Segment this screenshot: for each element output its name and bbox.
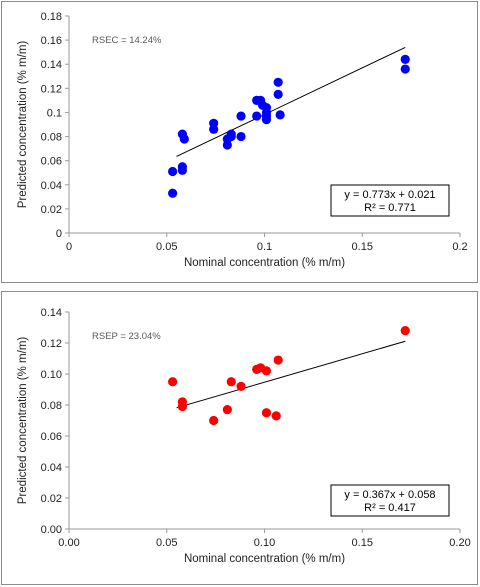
data-point [236, 131, 246, 142]
equation-box [330, 184, 450, 217]
data-point [226, 377, 236, 387]
x-tick-label: 0.00 [58, 537, 79, 549]
y-tick-label: 0.12 [41, 338, 62, 350]
data-point [179, 134, 189, 144]
y-tick-label: 0.02 [41, 493, 62, 505]
y-tick-label: 0.14 [41, 59, 62, 71]
data-point [400, 64, 410, 74]
y-tick-label: 0.00 [41, 524, 62, 536]
data-point [400, 326, 410, 336]
x-tick-label: 0.05 [156, 537, 177, 549]
x-tick-label: 0.2 [452, 241, 467, 253]
data-point [273, 77, 283, 87]
y-tick-label: 0.08 [41, 132, 62, 144]
trendline [176, 46, 406, 157]
data-point [177, 165, 187, 175]
x-axis-title: Nominal concentration (% m/m) [184, 257, 345, 269]
data-point [177, 401, 187, 412]
data-point [261, 115, 272, 125]
data-point [226, 131, 236, 142]
data-point [168, 188, 178, 198]
regression-equation: y = 0.773x + 0.021 [344, 189, 435, 201]
y-tick-label: 0.02 [41, 204, 62, 216]
y-axis-title: Predicted concentration (% m/m) [17, 41, 29, 209]
y-tick-label: 0.04 [41, 180, 62, 192]
y-tick-label: 0.14 [41, 307, 62, 319]
data-point [236, 381, 246, 391]
calibration-chart-panel: 0 0.02 0.04 0.06 0.08 0.1 0.12 0.14 0.16 0.18 0 0.0… [1, 1, 478, 283]
x-tick-label: 0.15 [352, 241, 373, 253]
y-tick-label: 0.1 [47, 107, 62, 119]
r-squared-label: R² = 0.417 [364, 502, 416, 514]
regression-equation: y = 0.367x + 0.058 [344, 489, 435, 501]
y-tick-label: 0.04 [41, 462, 62, 474]
data-point [222, 140, 232, 150]
data-point [168, 166, 178, 177]
equation-box [330, 484, 450, 517]
data-point [222, 405, 232, 415]
y-tick-label: 0.06 [41, 156, 62, 168]
prediction-chart-panel: 0.00 0.02 0.04 0.06 0.08 0.10 0.12 0.14 0.00 0.05… [1, 291, 478, 585]
x-tick-label: 0 [66, 241, 72, 253]
x-tick-label: 0.10 [254, 537, 275, 549]
data-point [209, 124, 219, 134]
trendline [176, 340, 406, 409]
data-point [252, 111, 262, 121]
y-tick-label: 0.06 [41, 431, 62, 443]
data-point [400, 54, 410, 64]
y-tick-label: 0.08 [41, 400, 62, 412]
prediction-chart: 0.00 0.02 0.04 0.06 0.08 0.10 0.12 0.14 0.00 0.05… [17, 307, 471, 565]
error-annotation: RSEC = 14.24% [92, 35, 162, 46]
data-point [236, 111, 246, 121]
data-point [271, 411, 281, 421]
x-tick-label: 0.15 [352, 537, 373, 549]
x-axis-title: Nominal concentration (% m/m) [184, 553, 345, 565]
x-tick-label: 0.05 [156, 241, 177, 253]
data-point [209, 415, 219, 426]
x-tick-label: 0.1 [257, 241, 272, 253]
calibration-chart: 0 0.02 0.04 0.06 0.08 0.1 0.12 0.14 0.16 0.18 0 0.0… [17, 11, 468, 269]
data-point [168, 377, 178, 387]
y-tick-label: 0.12 [41, 83, 62, 95]
y-tick-label: 0 [56, 228, 62, 240]
r-squared-label: R² = 0.771 [364, 202, 416, 214]
y-tick-label: 0.18 [41, 11, 62, 23]
y-axis-title: Predicted concentration (% m/m) [17, 337, 29, 505]
y-tick-label: 0.16 [41, 35, 62, 47]
error-annotation: RSEP = 23.04% [92, 331, 161, 342]
data-point [275, 110, 285, 120]
y-tick-label: 0.10 [41, 369, 62, 381]
data-point [261, 408, 272, 418]
x-tick-label: 0.20 [449, 537, 470, 549]
data-point [261, 366, 272, 376]
data-point [273, 355, 283, 365]
data-point [273, 89, 283, 99]
